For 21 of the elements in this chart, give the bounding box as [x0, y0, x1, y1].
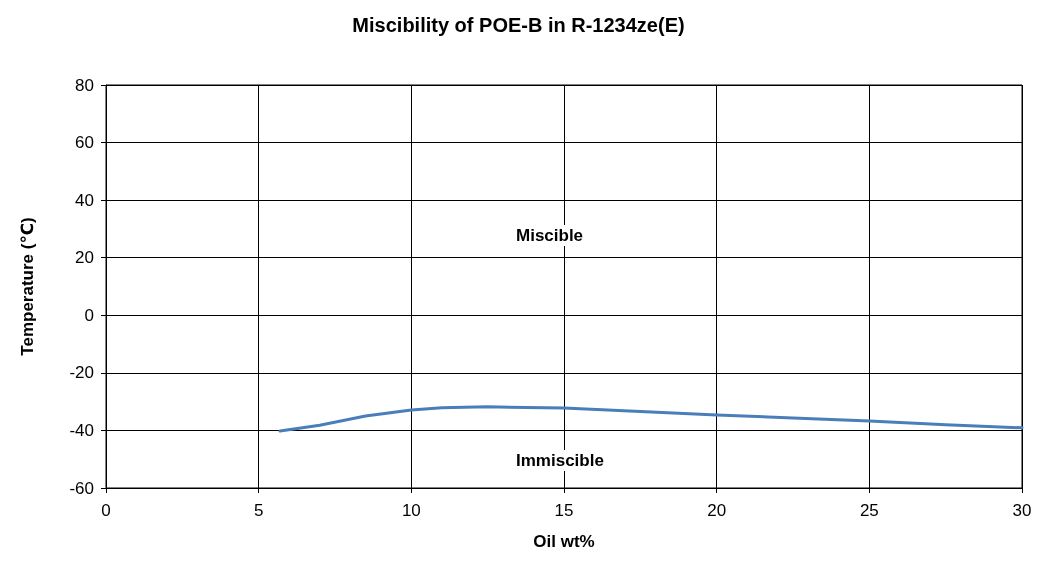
x-tick-label: 25	[859, 501, 879, 520]
y-tick-label: 80	[75, 75, 94, 95]
x-tick-label: 10	[401, 501, 421, 520]
annotation: Miscible	[516, 226, 584, 245]
x-axis-title: Oil wt%	[533, 532, 595, 551]
y-tick-label: -60	[69, 478, 94, 498]
y-axis-title: Temperature (℃)	[18, 217, 37, 356]
x-tick-label: 30	[1012, 501, 1032, 520]
y-tick-label: -20	[69, 363, 94, 383]
x-tick-label: 20	[707, 501, 727, 520]
y-tick-label: 60	[75, 133, 94, 153]
y-tick-label: 20	[75, 248, 94, 268]
annotation: Immiscible	[516, 451, 604, 470]
y-tick-label: 40	[75, 190, 94, 210]
line-series	[278, 405, 1024, 433]
y-tick-label: 0	[84, 305, 94, 325]
x-tick-label: 15	[554, 501, 574, 520]
x-tick-label: 0	[101, 501, 111, 520]
x-tick-label: 5	[253, 501, 264, 520]
chart-title: Miscibility of POE-B in R-1234ze(E)	[352, 14, 685, 36]
y-tick-label: -40	[69, 420, 94, 440]
